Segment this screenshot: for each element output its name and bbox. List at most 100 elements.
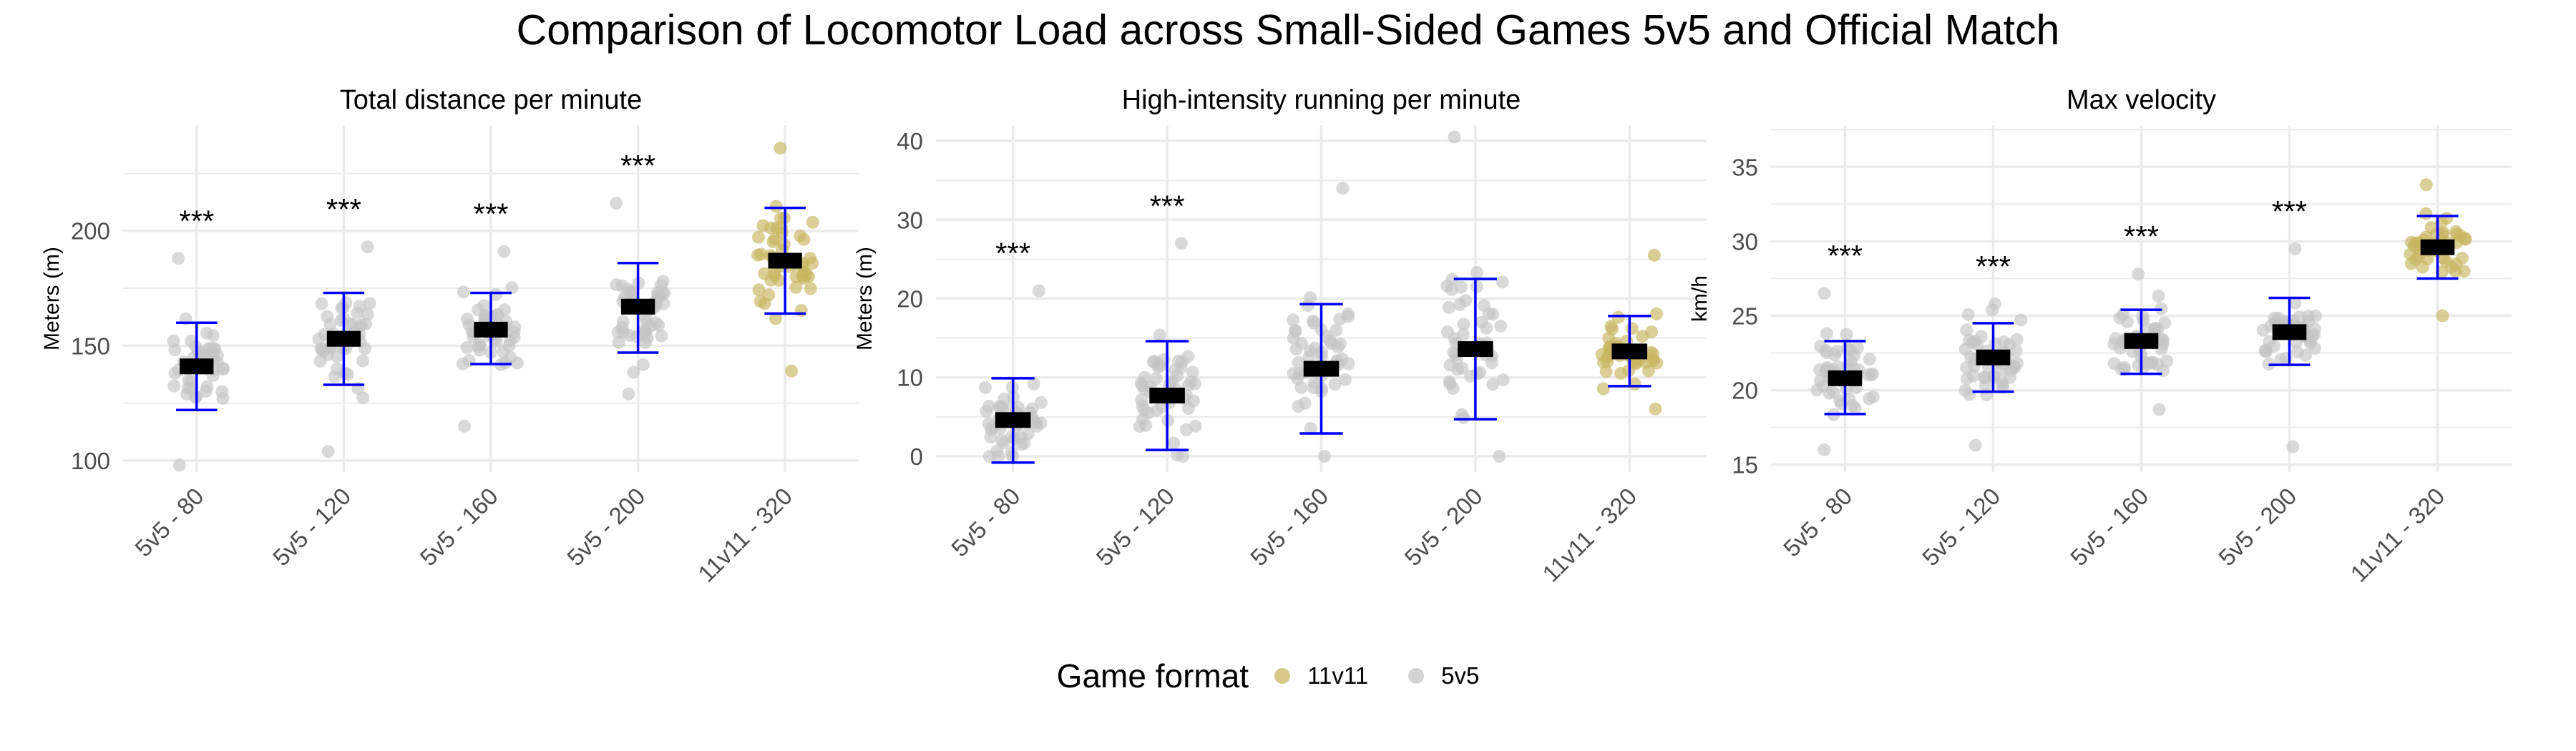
panel-1-mean-bar	[620, 298, 655, 315]
legend-label-5v5: 5v5	[1441, 662, 1480, 689]
panel-1-data-point	[658, 286, 671, 300]
panel-1-data-point	[785, 364, 799, 378]
panel-3-data-point	[1818, 287, 1831, 300]
panel-1-data-point	[806, 215, 819, 229]
panel-1-xtick-label: 5v5 - 120	[268, 483, 356, 571]
panel-3-data-point	[2152, 403, 2166, 416]
panel-3-data-point	[1974, 330, 1988, 343]
panel-3-data-point	[2155, 302, 2168, 315]
panel-1-xtick-label: 5v5 - 160	[414, 483, 502, 571]
panel-3-data-point	[2003, 338, 2016, 351]
panel-2-data-point	[1021, 427, 1035, 441]
panel-1-data-point	[622, 387, 635, 401]
panel-2-data-point	[1166, 375, 1179, 388]
panel-1-significance-label: ***	[179, 204, 214, 237]
panel-3-mean-bar	[2420, 239, 2455, 255]
panel-2-mean-bar	[995, 412, 1031, 428]
panel-1-title: Total distance per minute	[340, 85, 642, 115]
panel-1-data-point	[191, 345, 205, 358]
panel-2-data-point	[1596, 382, 1610, 396]
panel-1-significance-label: ***	[620, 149, 655, 182]
panel-3-data-point	[2155, 333, 2169, 346]
panel-1-data-point	[505, 281, 519, 295]
panel-3-ytick-label: 15	[1732, 452, 1758, 478]
panel-1-data-point	[774, 142, 787, 155]
panel-1-data-point	[612, 335, 625, 349]
panel-2-data-point	[1464, 370, 1477, 383]
panel-1-data-point	[353, 300, 366, 313]
panel-3-data-point	[2151, 358, 2165, 371]
panel-2-data-point	[1649, 402, 1662, 416]
panel-1-data-point	[627, 365, 640, 379]
legend-item-11v11: 11v11	[1274, 662, 1368, 689]
panel-3-mean-bar	[2124, 333, 2159, 349]
panel-2-data-point	[1486, 378, 1500, 391]
panel-1-data-point	[623, 329, 637, 342]
figure-title: Comparison of Locomotor Load across Smal…	[516, 6, 2060, 54]
panel-3-data-point	[1968, 438, 1982, 452]
panel-3-mean-bar	[2272, 324, 2307, 340]
panel-2-data-point	[1289, 343, 1303, 356]
panel-3-data-point	[2308, 341, 2321, 355]
panel-1-ytick-label: 100	[71, 448, 110, 474]
panel-2-data-point	[1175, 355, 1189, 368]
panel-2-significance-label: ***	[1150, 189, 1185, 222]
panel-1-data-point	[460, 340, 474, 354]
panel-1-data-point	[758, 297, 771, 310]
legend-item-5v5: 5v5	[1408, 662, 1479, 689]
panel-3-ytick-label: 30	[1732, 228, 1758, 255]
panel-2-data-point	[1025, 402, 1039, 416]
panel-1-data-point	[769, 200, 783, 213]
panel-3-xtick-label: 11v11 - 320	[2345, 483, 2449, 587]
panel-1-data-point	[804, 282, 817, 295]
panel-1-data-point	[457, 357, 469, 370]
panel-3-data-point	[2288, 296, 2302, 310]
panel-2-data-point	[1330, 323, 1343, 337]
panel-1-data-point	[206, 329, 220, 343]
panel-1-data-point	[339, 296, 353, 310]
panel-3-ytick-label: 20	[1732, 378, 1758, 404]
panel-1-data-point	[768, 232, 781, 246]
panel-3-data-point	[2136, 309, 2150, 323]
panel-1-data-point	[361, 308, 374, 321]
panel-3-data-point	[2152, 289, 2165, 303]
panel-2-data-point	[1470, 280, 1483, 293]
panel-3-mean-bar	[1976, 349, 2011, 365]
panel-1-data-point	[770, 221, 784, 235]
panel-2-data-point	[1288, 324, 1302, 338]
panel-1-data-point	[315, 297, 328, 310]
panel-1-data-point	[172, 458, 186, 472]
panel-1-xtick-label: 5v5 - 200	[562, 483, 650, 571]
panel-1-data-point	[461, 313, 474, 326]
panel-3-xtick-label: 5v5 - 80	[1778, 483, 1857, 561]
panel-1-data-point	[497, 245, 511, 258]
panel-1-data-point	[168, 366, 182, 380]
panel-3-ylabel: km/h	[1688, 275, 1712, 322]
panel-2-data-point	[1287, 313, 1299, 327]
panel-2-data-point	[1184, 375, 1198, 388]
panel-3-data-point	[2014, 313, 2028, 327]
panel-2-data-point	[1457, 328, 1470, 341]
panel-1-ylabel: Meters (m)	[40, 247, 64, 350]
legend-dot-5v5	[1408, 668, 1425, 684]
panel-3-xtick-label: 5v5 - 200	[2213, 483, 2301, 571]
panel-3-data-point	[1961, 308, 1975, 321]
panel-1-data-point	[806, 257, 819, 270]
panel-3-data-point	[2404, 257, 2418, 270]
panel-1-data-point	[316, 345, 330, 358]
panel-1-data-point	[623, 285, 637, 299]
panel-1-ytick-label: 200	[71, 218, 110, 245]
panel-1-data-point	[312, 333, 326, 346]
panel-1-data-point	[489, 288, 503, 301]
panel-2-data-point	[1027, 377, 1040, 391]
panel-1-mean-bar	[768, 252, 802, 269]
panel-1-data-point	[636, 358, 650, 371]
panel-1-data-point	[649, 316, 663, 330]
panel-2-mean-bar	[1149, 388, 1185, 404]
panel-3-data-point	[2458, 232, 2472, 245]
panel-3-data-point	[2404, 235, 2418, 249]
panel-2-data-point	[1457, 318, 1470, 331]
panel-3-data-point	[1978, 370, 1991, 384]
panel-2-data-point	[1447, 345, 1460, 359]
